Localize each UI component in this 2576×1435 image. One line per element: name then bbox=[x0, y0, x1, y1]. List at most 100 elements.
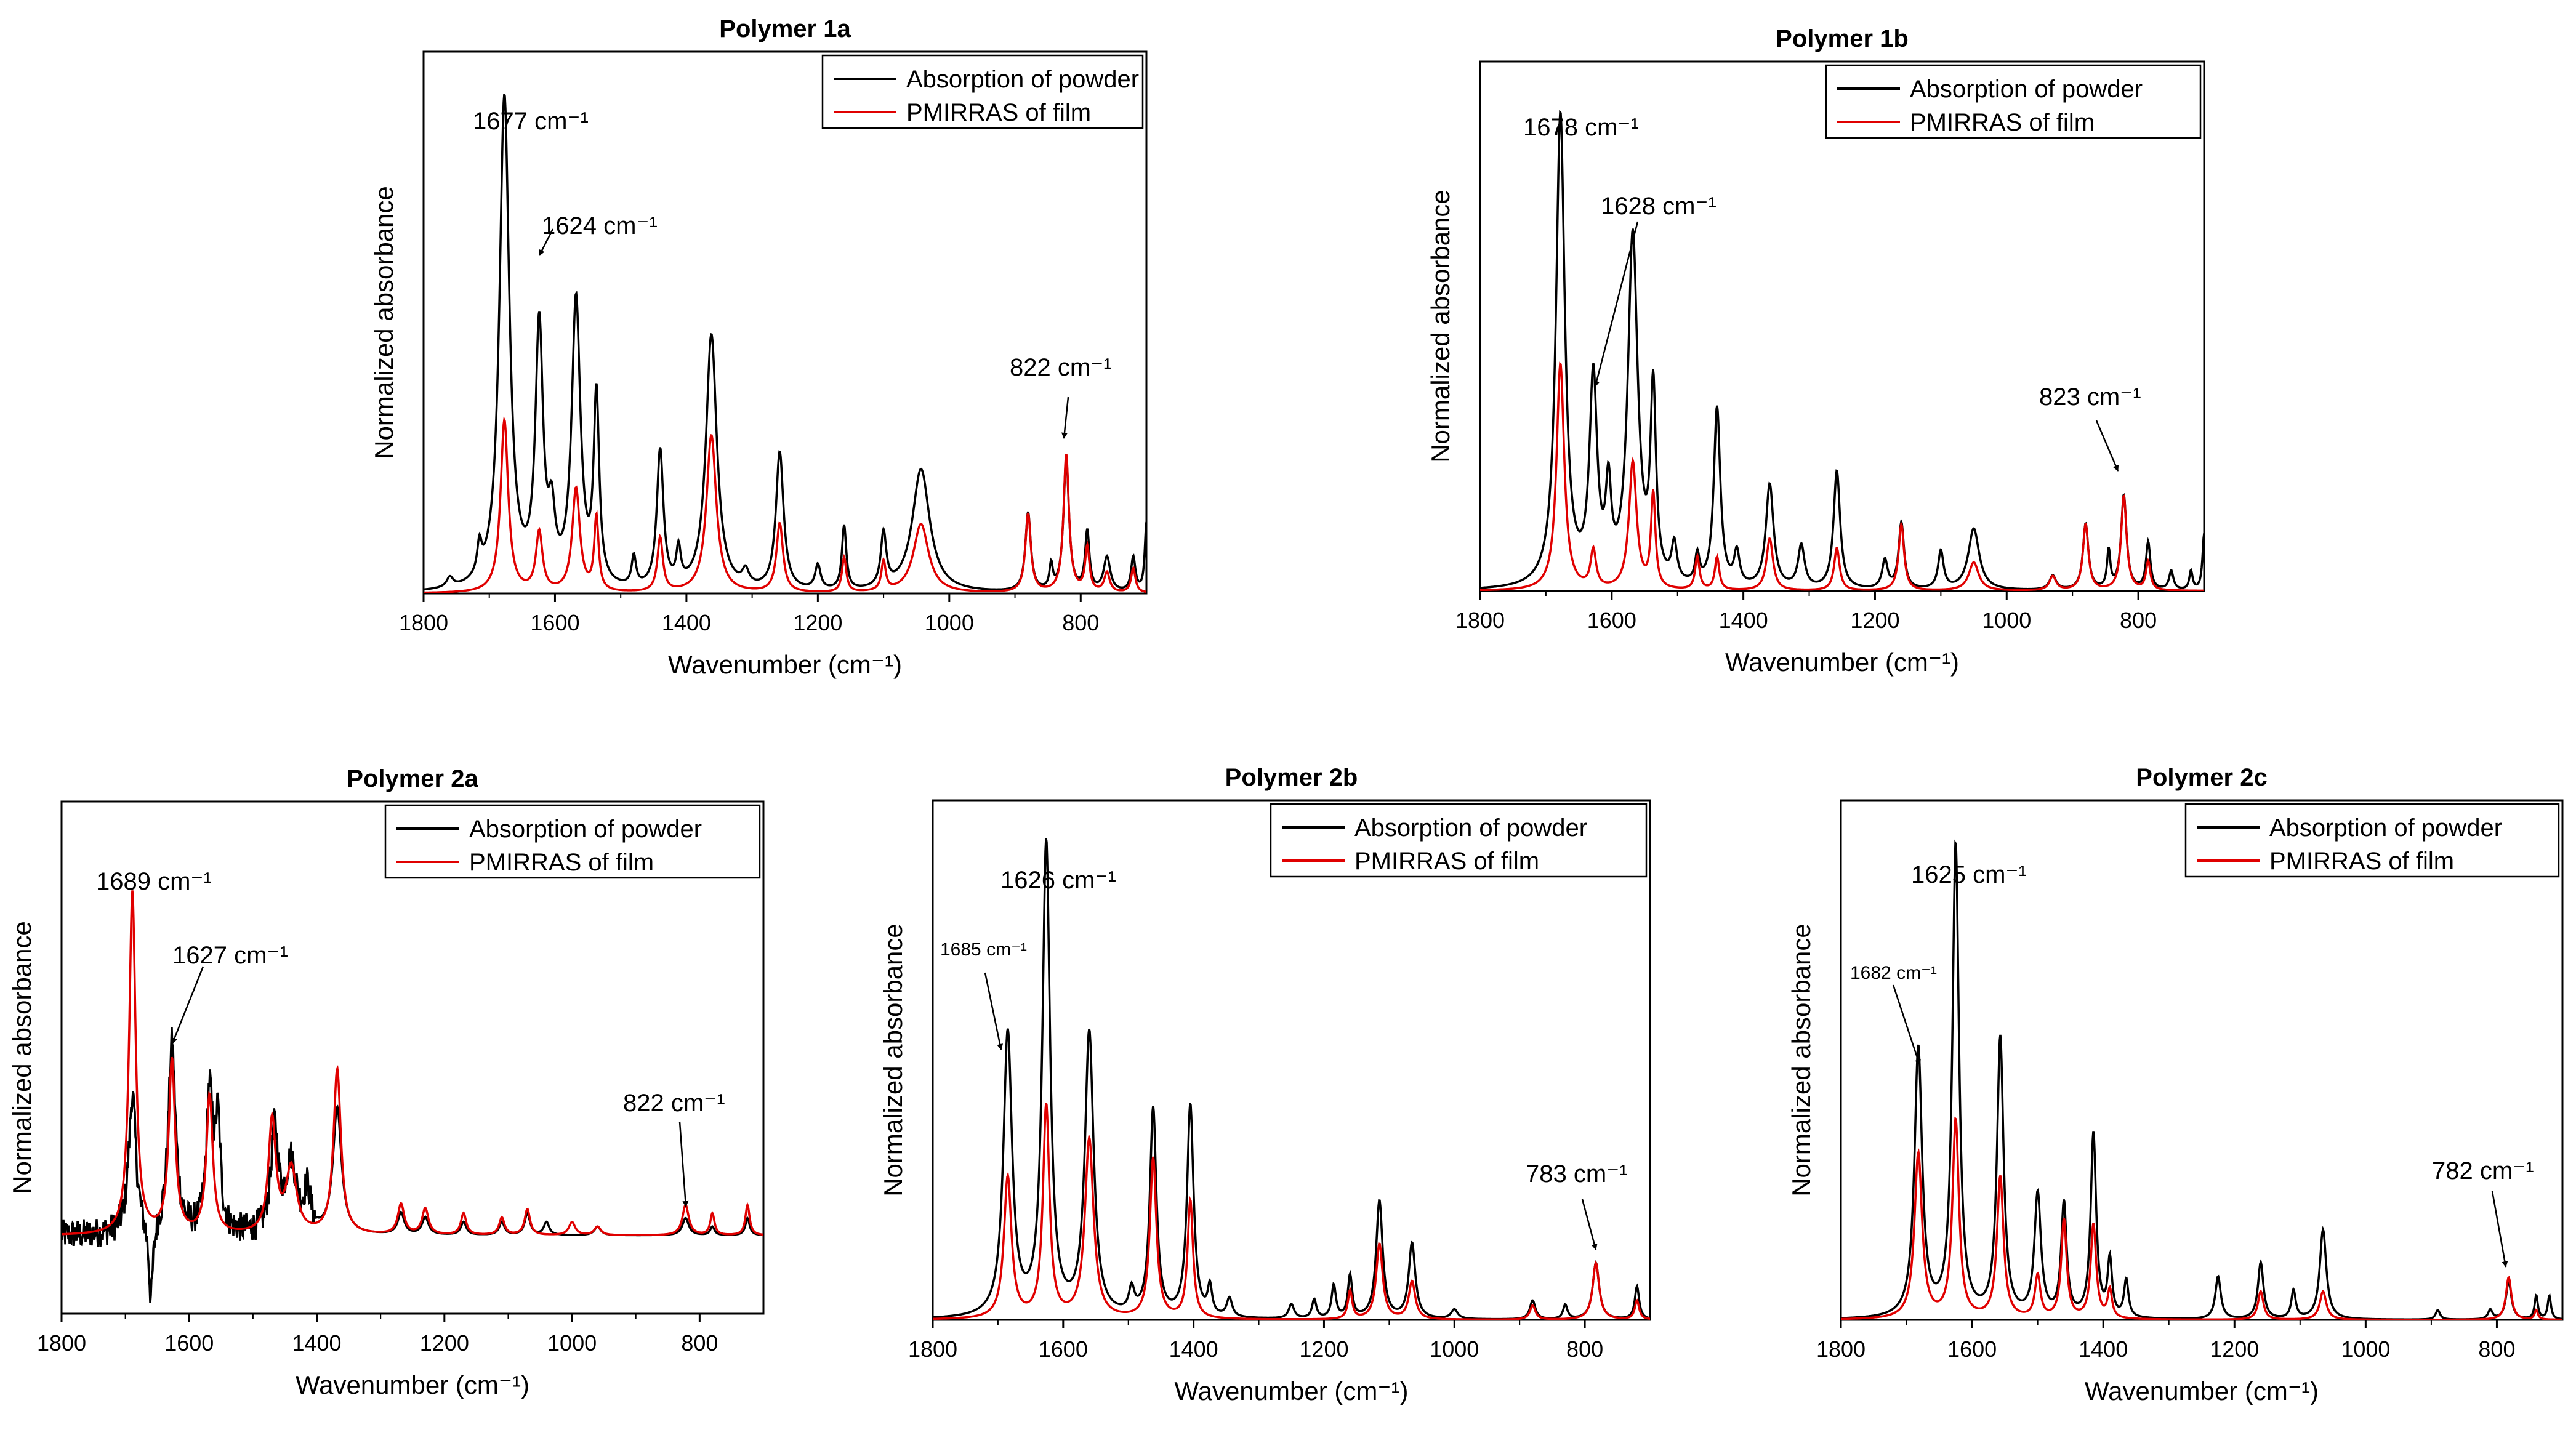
x-axis-label: Wavenumber (cm⁻¹) bbox=[296, 1370, 529, 1399]
series-line-powder bbox=[1841, 839, 2562, 1320]
series-line-film bbox=[1841, 1116, 2562, 1320]
x-tick-label: 800 bbox=[1566, 1337, 1603, 1362]
x-tick-label: 1400 bbox=[2079, 1337, 2128, 1362]
peak-annotation: 1624 cm⁻¹ bbox=[542, 212, 658, 239]
peak-annotation: 1682 cm⁻¹ bbox=[1850, 963, 1937, 983]
x-tick-label: 1600 bbox=[1039, 1337, 1088, 1362]
plot-frame bbox=[1479, 60, 2205, 592]
x-tick-label: 800 bbox=[2478, 1337, 2515, 1362]
chart-title: Polymer 1b bbox=[1776, 25, 1909, 52]
annotation-arrow bbox=[1593, 221, 1639, 387]
peak-annotation: 1689 cm⁻¹ bbox=[96, 868, 212, 895]
legend-label: PMIRRAS of film bbox=[469, 849, 654, 876]
x-tick-label: 800 bbox=[1062, 610, 1099, 635]
peak-annotation: 782 cm⁻¹ bbox=[2432, 1157, 2534, 1184]
annotation-arrow bbox=[1061, 396, 1069, 439]
chart-p2c: Polymer 2c 1800 1600 1400 1200 1000 800 Wavenum… bbox=[1787, 764, 2564, 1405]
chart-title: Polymer 2b bbox=[1225, 764, 1358, 791]
x-tick-label: 1400 bbox=[662, 610, 711, 635]
peak-annotation: 822 cm⁻¹ bbox=[623, 1090, 725, 1117]
peak-annotation: 822 cm⁻¹ bbox=[1010, 354, 1112, 381]
x-tick-label: 1000 bbox=[1982, 608, 2031, 633]
legend-label: PMIRRAS of film bbox=[1910, 109, 2095, 136]
peak-annotation: 1627 cm⁻¹ bbox=[172, 942, 288, 969]
x-tick-label: 1800 bbox=[37, 1330, 86, 1356]
chart-title: Polymer 2c bbox=[2136, 764, 2267, 791]
peak-annotation: 783 cm⁻¹ bbox=[1526, 1160, 1628, 1188]
y-axis-label: Normalized absorbance bbox=[1787, 923, 1816, 1197]
legend-box bbox=[1825, 64, 2202, 139]
peak-annotation: 1685 cm⁻¹ bbox=[940, 939, 1027, 960]
x-tick-label: 1200 bbox=[793, 610, 842, 635]
legend-box bbox=[821, 54, 1144, 129]
annotation-arrow bbox=[678, 1121, 689, 1207]
x-tick-label: 1200 bbox=[1299, 1337, 1348, 1362]
peak-annotation: 823 cm⁻¹ bbox=[2039, 384, 2141, 411]
annotation-arrow bbox=[171, 966, 204, 1044]
y-axis-label: Normalized absorbance bbox=[369, 186, 398, 459]
x-tick-label: 1200 bbox=[420, 1330, 469, 1356]
annotation-arrow bbox=[1892, 984, 1921, 1066]
annotation-arrow bbox=[1581, 1199, 1598, 1250]
x-tick-label: 1800 bbox=[1455, 608, 1505, 633]
x-tick-label: 1600 bbox=[1587, 608, 1636, 633]
chart-p1b: Polymer 1b 1800 1600 1400 1200 1000 800 Wavenum… bbox=[1426, 25, 2205, 677]
series-line-powder bbox=[1480, 110, 2204, 590]
chart-p2b: Polymer 2b 1800 1600 1400 1200 1000 800 Wavenum… bbox=[879, 764, 1651, 1405]
x-tick-label: 1000 bbox=[1430, 1337, 1479, 1362]
x-axis-label: Wavenumber (cm⁻¹) bbox=[2085, 1377, 2319, 1405]
x-axis-label: Wavenumber (cm⁻¹) bbox=[668, 650, 902, 679]
peak-annotation: 1677 cm⁻¹ bbox=[473, 108, 589, 135]
annotation-arrow bbox=[538, 228, 554, 256]
chart-title: Polymer 2a bbox=[347, 765, 478, 792]
legend-box bbox=[1270, 803, 1648, 878]
peak-annotation: 1628 cm⁻¹ bbox=[1601, 193, 1717, 220]
x-tick-label: 800 bbox=[2120, 608, 2157, 633]
x-tick-label: 1400 bbox=[1719, 608, 1768, 633]
series-line-film bbox=[62, 890, 763, 1236]
x-tick-label: 1400 bbox=[292, 1330, 341, 1356]
series-line-powder bbox=[933, 838, 1650, 1320]
legend-label: PMIRRAS of film bbox=[906, 99, 1091, 126]
x-tick-label: 1200 bbox=[1850, 608, 1899, 633]
y-axis-label: Normalized absorbance bbox=[7, 921, 36, 1194]
x-tick-label: 1200 bbox=[2210, 1337, 2259, 1362]
legend-label: Absorption of powder bbox=[2269, 814, 2502, 842]
legend-label: PMIRRAS of film bbox=[1354, 848, 1539, 875]
series-line-film bbox=[424, 416, 1146, 593]
x-tick-label: 1800 bbox=[399, 610, 448, 635]
x-tick-label: 1600 bbox=[530, 610, 579, 635]
legend-box bbox=[2184, 803, 2560, 878]
x-tick-label: 1000 bbox=[547, 1330, 597, 1356]
chart-title: Polymer 1a bbox=[719, 15, 851, 42]
y-axis-label: Normalized absorbance bbox=[879, 923, 908, 1197]
annotation-arrow bbox=[2095, 420, 2119, 472]
chart-p1a: Polymer 1a 1800 1600 1400 1200 1000 800 Wavenum… bbox=[369, 15, 1148, 679]
x-tick-label: 1000 bbox=[925, 610, 974, 635]
peak-annotation: 1626 cm⁻¹ bbox=[1000, 867, 1116, 894]
plot-frame bbox=[422, 50, 1148, 595]
x-tick-label: 1600 bbox=[164, 1330, 214, 1356]
series-line-powder bbox=[424, 94, 1146, 591]
x-axis-label: Wavenumber (cm⁻¹) bbox=[1725, 648, 1959, 677]
annotation-arrow bbox=[984, 972, 1004, 1050]
x-tick-label: 1000 bbox=[2341, 1337, 2390, 1362]
series-line-film bbox=[1480, 361, 2204, 591]
legend-label: Absorption of powder bbox=[906, 66, 1139, 93]
legend-label: Absorption of powder bbox=[469, 816, 702, 843]
x-tick-label: 1600 bbox=[1947, 1337, 1997, 1362]
x-tick-label: 1800 bbox=[908, 1337, 957, 1362]
x-axis-label: Wavenumber (cm⁻¹) bbox=[1175, 1377, 1409, 1405]
x-tick-label: 1800 bbox=[1816, 1337, 1866, 1362]
series-line-film bbox=[933, 1103, 1650, 1320]
chart-p2a: Polymer 2a 1800 1600 1400 1200 1000 800 Wavenum… bbox=[7, 765, 765, 1399]
plot-frame bbox=[60, 800, 765, 1315]
legend-label: Absorption of powder bbox=[1910, 76, 2143, 103]
y-axis-label: Normalized absorbance bbox=[1426, 190, 1455, 463]
legend-box bbox=[384, 804, 761, 879]
legend-label: PMIRRAS of film bbox=[2269, 848, 2454, 875]
legend-label: Absorption of powder bbox=[1354, 814, 1587, 842]
peak-annotation: 1678 cm⁻¹ bbox=[1523, 114, 1639, 141]
x-tick-label: 800 bbox=[681, 1330, 718, 1356]
